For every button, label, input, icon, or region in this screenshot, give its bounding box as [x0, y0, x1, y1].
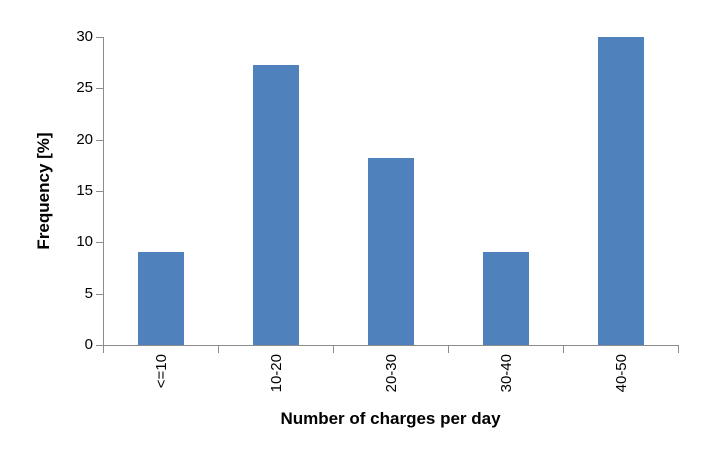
y-tick-label: 5 [84, 285, 93, 302]
category-label: 20-30 [383, 354, 400, 393]
y-axis-tick [96, 140, 103, 141]
y-axis-line [103, 37, 104, 346]
y-tick-label: 30 [76, 28, 93, 45]
x-axis-line [103, 345, 679, 346]
y-tick-label: 25 [76, 79, 93, 96]
category-label: 40-50 [613, 354, 630, 393]
bar [138, 252, 184, 345]
y-axis-tick [96, 191, 103, 192]
bar [598, 37, 644, 345]
y-axis-tick [96, 294, 103, 295]
y-tick-label: 0 [84, 336, 93, 353]
x-axis-tick [678, 346, 679, 353]
y-axis-tick [96, 37, 103, 38]
y-tick-label: 15 [76, 182, 93, 199]
y-axis-tick [96, 345, 103, 346]
x-axis-tick [563, 346, 564, 353]
y-axis-tick [96, 88, 103, 89]
bar [368, 158, 414, 345]
category-label: 30-40 [498, 354, 515, 393]
y-tick-label: 20 [76, 131, 93, 148]
category-label: <=10 [153, 354, 170, 389]
x-axis-tick [103, 346, 104, 353]
x-axis-tick [333, 346, 334, 353]
y-tick-label: 10 [76, 233, 93, 250]
bar [483, 252, 529, 345]
x-axis-title: Number of charges per day [280, 409, 501, 428]
category-label: 10-20 [268, 354, 285, 393]
x-axis-tick [448, 346, 449, 353]
x-axis-tick [218, 346, 219, 353]
y-axis-tick [96, 242, 103, 243]
bar [253, 65, 299, 345]
